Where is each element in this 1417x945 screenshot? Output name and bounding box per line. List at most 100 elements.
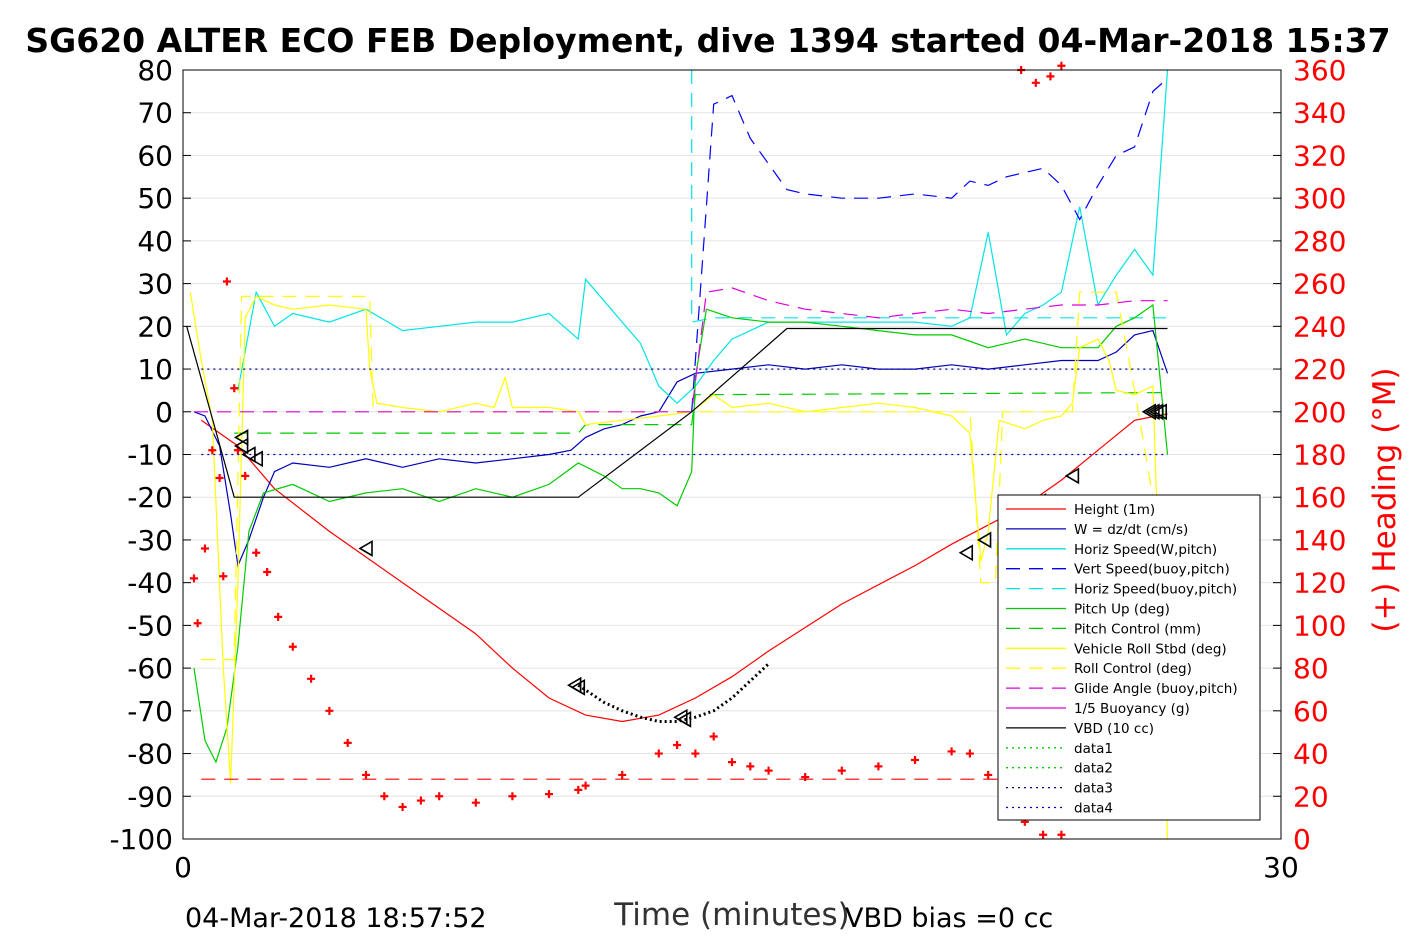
legend-label: W = dz/dt (cm/s) [1074,522,1188,538]
left-tick-label: -100 [109,823,173,856]
heading-point [398,802,407,811]
right-tick-label: 260 [1293,268,1346,301]
right-tick-label: 0 [1293,823,1311,856]
heading-point [471,798,480,807]
x-tick-label: 0 [174,851,192,884]
heading-point [764,766,773,775]
heading-point [1046,72,1055,81]
right-tick-label: 220 [1293,353,1346,386]
heading-point [274,612,283,621]
legend-label: Vehicle Roll Stbd (deg) [1074,641,1227,657]
heading-point [307,674,316,683]
chart-title: SG620 ALTER ECO FEB Deployment, dive 139… [25,21,1390,60]
triangle-marker [233,437,249,455]
legend-label: Pitch Up (deg) [1074,602,1170,618]
legend-label: data4 [1074,801,1113,817]
right-tick-label: 160 [1293,481,1346,514]
series-line [201,291,1169,661]
legend-label: Horiz Speed(W,pitch) [1074,542,1217,558]
heading-point [193,619,202,628]
left-tick-label: -30 [127,524,173,557]
heading-point [673,741,682,750]
triangle-marker [1152,403,1168,421]
heading-point [654,749,663,758]
heading-point [343,738,352,747]
heading-point [574,785,583,794]
right-tick-label: 40 [1293,738,1329,771]
heading-point [208,446,217,455]
legend-label: 1/5 Buoyancy (g) [1074,701,1190,717]
triangle-marker [248,450,263,468]
heading-point [837,766,846,775]
heading-point [508,792,517,801]
x-axis-label: Time (minutes) [613,897,849,933]
heading-point [691,749,700,758]
triangle-marker [241,446,256,463]
heading-point [965,749,974,758]
left-tick-label: 40 [137,225,173,258]
legend-label: VBD (10 cc) [1074,721,1154,737]
left-tick-label: 50 [137,182,173,215]
left-tick-label: -40 [127,567,173,600]
heading-point [288,642,297,651]
left-tick-label: 30 [137,268,173,301]
heading-point [709,732,718,741]
heading-point [618,770,627,779]
x-tick-label: 30 [1263,851,1299,884]
triangle-marker [976,531,992,549]
triangle-marker [570,678,586,696]
left-tick-label: 10 [137,353,173,386]
left-axis-ticks: 80 70 60 50 40 30 20 10 0 -10 -20 -30 -40 -50 -60 -70 -8… [109,54,191,856]
right-tick-label: 80 [1293,652,1329,685]
heading-point [362,770,370,779]
legend-label: data3 [1074,781,1113,797]
footer-vbd-bias: VBD bias =0 cc [845,903,1053,934]
series-line [200,413,1168,723]
right-tick-label: 200 [1293,396,1346,429]
series-line [237,69,1169,405]
heading-point [984,770,993,779]
heading-point [801,773,810,782]
heading-point [435,792,444,801]
heading-point [252,548,261,557]
left-tick-label: -50 [127,609,173,642]
heading-point [200,544,209,553]
legend-label: data2 [1074,761,1113,777]
heading-point [219,572,228,581]
triangle-marker [1145,403,1160,421]
heading-point [1039,830,1048,839]
left-tick-label: -90 [127,780,173,813]
heading-point [947,747,956,756]
data-markers [233,403,1168,728]
right-tick-label: 120 [1293,567,1346,600]
triangle-marker [233,429,249,446]
right-tick-label: 340 [1293,97,1346,130]
heading-point [241,471,250,480]
left-tick-label: -20 [127,481,173,514]
right-tick-label: 60 [1293,695,1329,728]
right-tick-label: 300 [1293,182,1346,215]
left-tick-label: -70 [127,695,173,728]
series-line [691,70,1168,323]
series-line [234,392,1168,434]
left-tick-label: -80 [127,738,173,771]
left-tick-label: 20 [137,310,173,343]
heading-point [215,473,224,482]
right-tick-label: 360 [1293,54,1346,87]
triangle-marker [1148,403,1164,421]
right-tick-label: 140 [1293,524,1346,557]
right-tick-label: 320 [1293,139,1346,172]
legend-label: data1 [1074,741,1113,757]
right-tick-label: 20 [1293,780,1329,813]
legend-label: Vert Speed(buoy,pitch) [1074,562,1230,578]
heading-point [416,796,425,805]
heading-point [1057,61,1066,70]
left-tick-label: 80 [137,54,173,87]
heading-point [728,758,736,767]
legend-label: Height (1m) [1074,502,1155,518]
heading-point [911,755,919,764]
heading-point [325,706,334,715]
dotted-track [577,662,770,723]
heading-point [746,762,755,771]
